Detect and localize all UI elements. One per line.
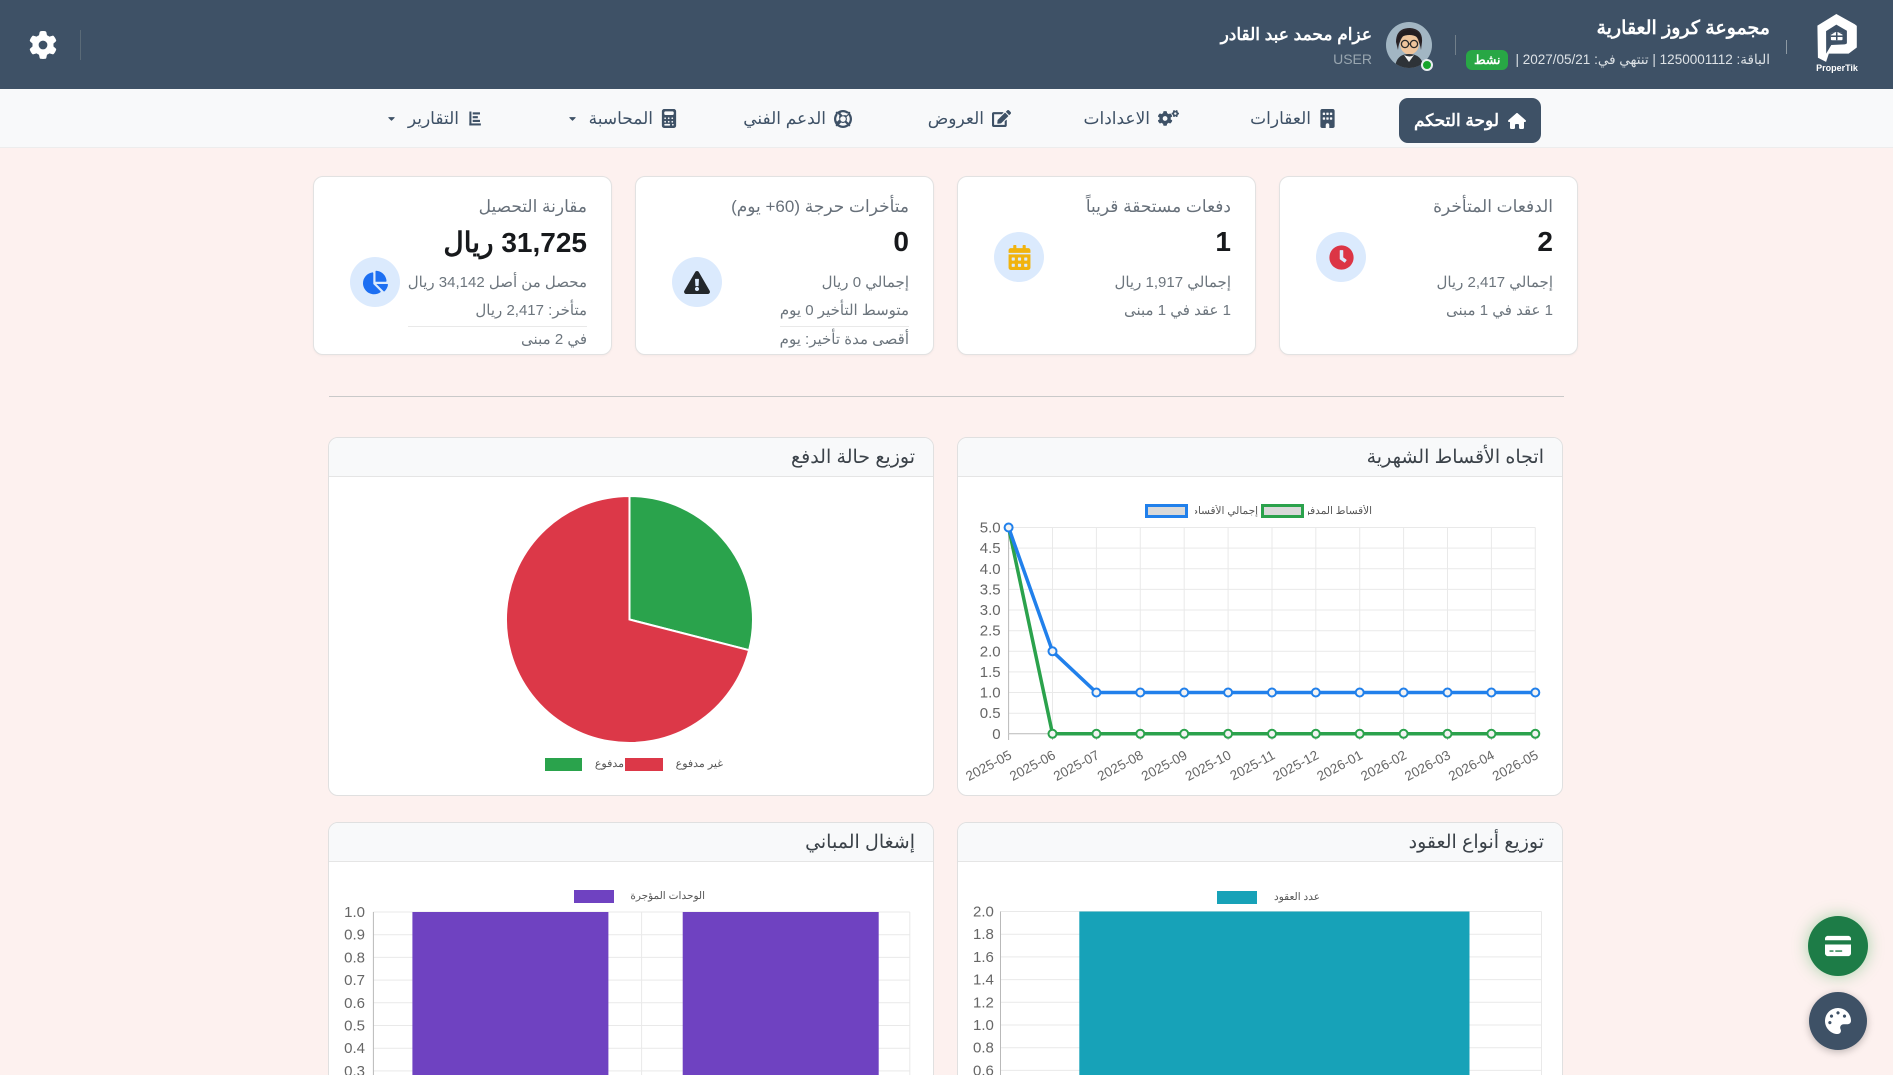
svg-text:1.4: 1.4 <box>973 972 994 989</box>
svg-text:2.0: 2.0 <box>973 904 994 921</box>
svg-text:3.5: 3.5 <box>980 581 1001 598</box>
svg-text:2025-09: 2025-09 <box>1139 747 1190 784</box>
svg-text:0.6: 0.6 <box>344 995 365 1012</box>
svg-text:1.0: 1.0 <box>344 904 365 921</box>
svg-text:2026-04: 2026-04 <box>1446 747 1497 784</box>
svg-text:1.5: 1.5 <box>980 664 1001 681</box>
svg-text:0: 0 <box>992 726 1000 743</box>
svg-text:1.6: 1.6 <box>973 949 994 966</box>
svg-text:1.0: 1.0 <box>973 1017 994 1034</box>
svg-text:0.9: 0.9 <box>344 927 365 944</box>
svg-text:2.5: 2.5 <box>980 623 1001 640</box>
svg-text:2025-06: 2025-06 <box>1007 747 1058 784</box>
svg-text:4.0: 4.0 <box>980 561 1001 578</box>
svg-text:2.0: 2.0 <box>980 643 1001 660</box>
svg-text:2025-08: 2025-08 <box>1095 747 1146 784</box>
svg-text:5.0: 5.0 <box>980 520 1001 537</box>
svg-text:2025-12: 2025-12 <box>1270 747 1321 784</box>
svg-text:0.4: 0.4 <box>344 1040 365 1057</box>
svg-text:3.0: 3.0 <box>980 602 1001 619</box>
svg-text:0.8: 0.8 <box>344 949 365 966</box>
svg-text:2026-03: 2026-03 <box>1402 747 1453 784</box>
svg-text:1.2: 1.2 <box>973 994 994 1011</box>
svg-text:2025-07: 2025-07 <box>1051 747 1102 784</box>
svg-text:0.5: 0.5 <box>980 705 1001 722</box>
svg-text:1.0: 1.0 <box>980 685 1001 702</box>
svg-text:2025-11: 2025-11 <box>1228 747 1278 783</box>
svg-text:0.6: 0.6 <box>973 1062 994 1075</box>
svg-text:0.3: 0.3 <box>344 1063 365 1075</box>
svg-text:2025-05: 2025-05 <box>963 747 1014 784</box>
svg-text:2026-01: 2026-01 <box>1314 747 1365 784</box>
svg-text:0.8: 0.8 <box>973 1040 994 1057</box>
svg-text:2026-05: 2026-05 <box>1490 747 1541 784</box>
svg-text:2025-10: 2025-10 <box>1183 747 1234 784</box>
svg-text:0.7: 0.7 <box>344 972 365 989</box>
svg-text:1.8: 1.8 <box>973 926 994 943</box>
svg-text:4.5: 4.5 <box>980 540 1001 557</box>
svg-text:2026-02: 2026-02 <box>1358 747 1409 784</box>
svg-text:0.5: 0.5 <box>344 1018 365 1035</box>
